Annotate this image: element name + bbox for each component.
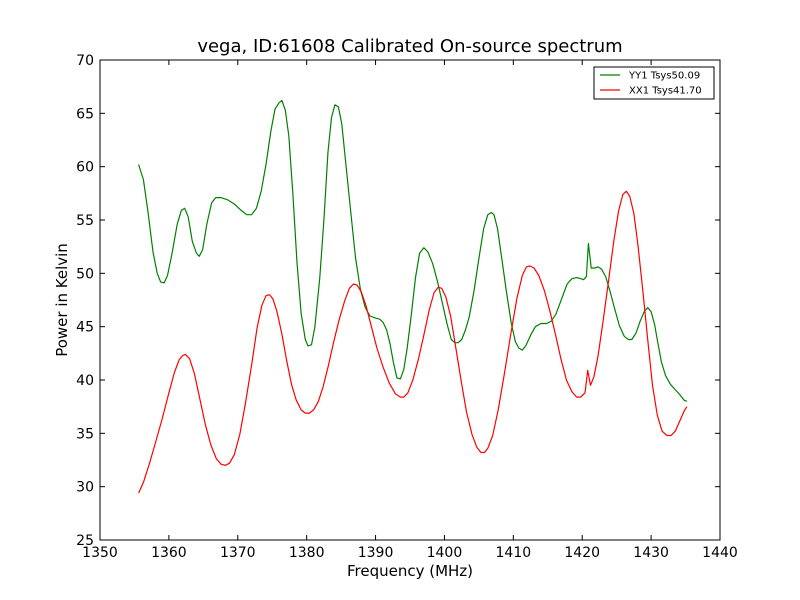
chart-title: vega, ID:61608 Calibrated On-source spec… [197,36,622,57]
x-tick-label: 1360 [151,545,187,561]
x-tick-label: 1400 [427,545,463,561]
y-axis-label: Power in Kelvin [53,243,71,357]
series-line-yy1 [138,99,688,402]
x-tick-label: 1380 [289,545,325,561]
legend-label-yy1: YY1 Tsys50.09 [628,71,700,82]
x-tick-label: 1370 [220,545,256,561]
y-tick-label: 40 [76,373,94,389]
x-axis-ticks: 1350 1360 1370 1380 1390 1400 1410 1420 1430 1440 [82,60,738,561]
y-tick-label: 25 [76,533,94,549]
y-tick-label: 50 [76,266,94,282]
x-tick-label: 1440 [702,545,738,561]
legend: YY1 Tsys50.09 XX1 Tsys41.70 [593,66,715,100]
y-tick-label: 70 [76,53,94,69]
y-tick-label: 35 [76,426,94,442]
y-tick-label: 55 [76,213,94,229]
x-axis-label: Frequency (MHz) [347,562,473,580]
y-tick-label: 65 [76,106,94,122]
y-tick-label: 45 [76,320,94,336]
series-lines [138,99,688,494]
y-axis-ticks: 25 30 35 40 45 50 55 60 65 70 [76,53,720,549]
x-tick-label: 1350 [82,545,118,561]
legend-box [593,66,715,100]
y-tick-label: 60 [76,160,94,176]
x-tick-label: 1390 [358,545,394,561]
y-tick-label: 30 [76,480,94,496]
legend-label-xx1: XX1 Tsys41.70 [629,86,702,97]
x-tick-label: 1430 [633,545,669,561]
x-tick-label: 1420 [564,545,600,561]
plot-area [100,60,720,540]
x-tick-label: 1410 [496,545,532,561]
series-line-xx1 [138,190,688,494]
plot-frame [99,59,721,541]
